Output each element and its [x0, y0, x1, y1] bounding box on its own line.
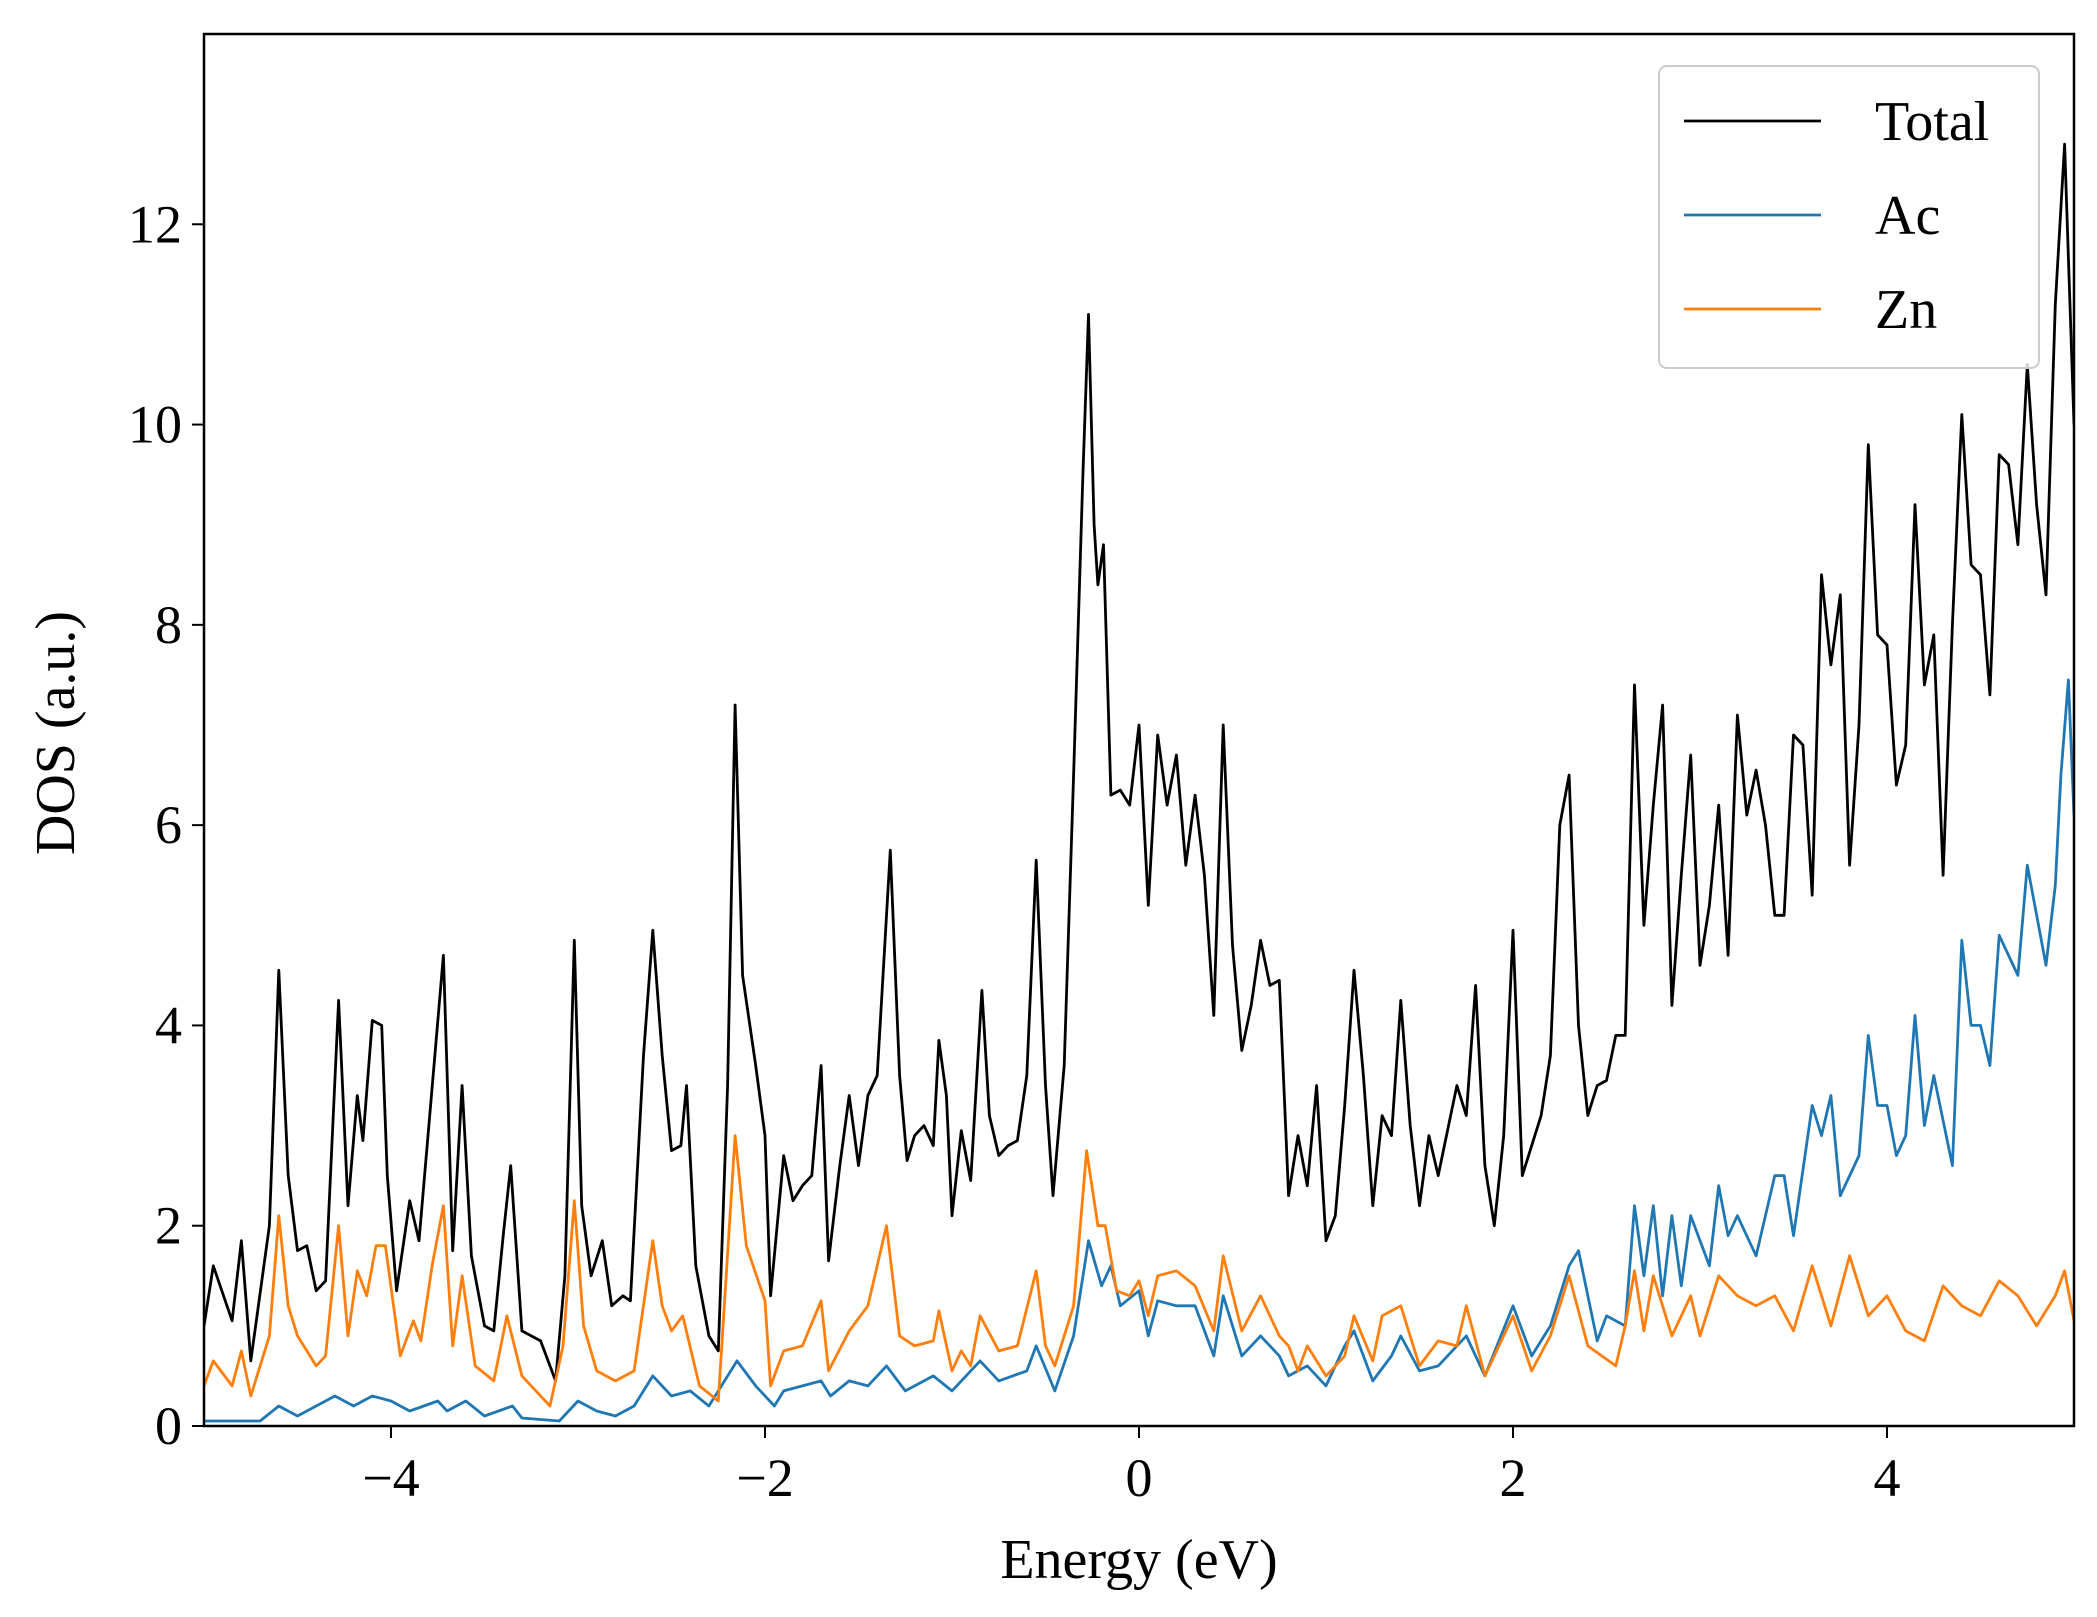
- legend: Total Ac Zn: [1658, 65, 2040, 369]
- y-tick-label: 0: [155, 1396, 182, 1456]
- x-tick-label: 4: [1874, 1448, 1901, 1508]
- y-tick-label: 12: [128, 194, 182, 254]
- y-tick-label: 10: [128, 395, 182, 455]
- series-layer: [204, 142, 2074, 1423]
- y-axis-label: DOS (a.u.): [25, 611, 87, 855]
- series-line-ac: [204, 678, 2074, 1423]
- y-tick-label: 2: [155, 1196, 182, 1256]
- x-tick-label: −2: [736, 1448, 793, 1508]
- legend-label-total: Total: [1875, 91, 1989, 153]
- y-tick-label: 4: [155, 995, 182, 1055]
- legend-label-ac: Ac: [1875, 185, 1940, 247]
- series-line-total: [204, 142, 2074, 1383]
- legend-frame: [1658, 65, 2040, 369]
- legend-label-zn: Zn: [1875, 279, 1937, 341]
- x-tick-label: 0: [1126, 1448, 1153, 1508]
- series-line-zn: [204, 1134, 2074, 1408]
- y-tick-label: 6: [155, 795, 182, 855]
- x-tick-label: 2: [1500, 1448, 1527, 1508]
- y-axis: 0 2 4 6 8 10 12: [128, 194, 204, 1456]
- x-axis: −4 −2 0 2 4: [362, 1426, 1901, 1508]
- x-tick-label: −4: [362, 1448, 419, 1508]
- y-tick-label: 8: [155, 595, 182, 655]
- x-axis-label: Energy (eV): [1000, 1529, 1277, 1591]
